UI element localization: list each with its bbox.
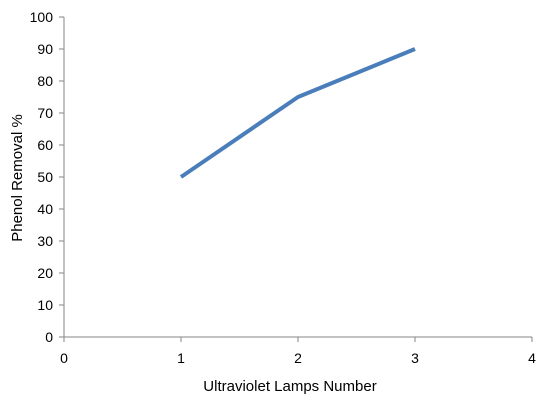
y-tick-label: 10 bbox=[37, 297, 53, 313]
x-axis-label: Ultraviolet Lamps Number bbox=[203, 378, 376, 395]
y-tick-label: 100 bbox=[30, 9, 54, 25]
y-tick-label: 90 bbox=[37, 41, 53, 57]
y-tick-label: 50 bbox=[37, 169, 53, 185]
y-axis-label: Phenol Removal % bbox=[9, 114, 26, 242]
y-tick-label: 40 bbox=[37, 201, 53, 217]
y-tick-label: 70 bbox=[37, 105, 53, 121]
ticks: 0 10 20 30 40 50 60 70 80 90 100 0 1 2 3 4 bbox=[30, 9, 536, 366]
y-tick-label: 80 bbox=[37, 73, 53, 89]
series-group bbox=[179, 47, 416, 179]
y-tick-label: 20 bbox=[37, 265, 53, 281]
x-tick-label: 3 bbox=[411, 350, 419, 366]
x-tick-label: 0 bbox=[60, 350, 68, 366]
x-tick-label: 2 bbox=[294, 350, 302, 366]
axes bbox=[63, 17, 532, 338]
y-tick-label: 30 bbox=[37, 233, 53, 249]
y-tick-label: 60 bbox=[37, 137, 53, 153]
x-tick-label: 1 bbox=[177, 350, 185, 366]
y-tick-label: 0 bbox=[45, 329, 53, 345]
x-tick-label: 4 bbox=[528, 350, 536, 366]
series-line bbox=[179, 47, 416, 179]
